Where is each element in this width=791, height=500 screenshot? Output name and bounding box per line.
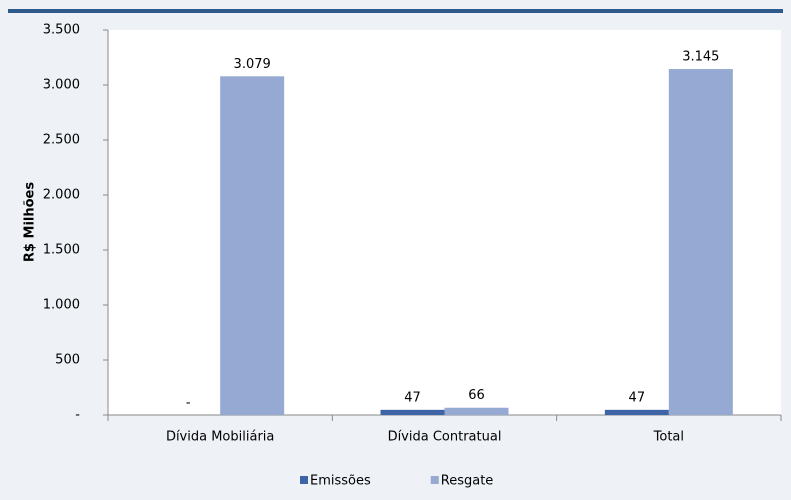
legend-swatch [300, 476, 308, 484]
x-tick-label: Dívida Contratual [388, 430, 502, 445]
y-tick-label: - [75, 408, 80, 423]
legend-label: Resgate [441, 474, 494, 489]
x-tick-label: Total [653, 430, 684, 445]
bar [380, 409, 445, 415]
value-label: - [186, 396, 191, 411]
value-label: 47 [404, 390, 421, 405]
top-rule [8, 9, 783, 13]
y-tick-label: 500 [55, 353, 80, 368]
bar [604, 409, 669, 415]
y-tick-label: 2.500 [43, 133, 80, 148]
bar [444, 407, 509, 415]
y-tick-label: 3.500 [43, 23, 80, 38]
value-label: 66 [468, 388, 485, 403]
value-label: 47 [629, 390, 646, 405]
x-tick-label: Dívida Mobiliária [166, 430, 274, 445]
legend-label: Emissões [310, 474, 371, 489]
bar [668, 69, 733, 416]
y-tick-label: 2.000 [43, 188, 80, 203]
y-tick-label: 1.000 [43, 298, 80, 313]
bar [220, 76, 285, 415]
y-axis-label: R$ Milhões [23, 182, 38, 262]
value-label: 3.145 [682, 50, 719, 65]
y-tick-label: 1.500 [43, 243, 80, 258]
y-tick-label: 3.000 [43, 78, 80, 93]
value-label: 3.079 [234, 57, 271, 72]
legend-swatch [430, 476, 439, 484]
